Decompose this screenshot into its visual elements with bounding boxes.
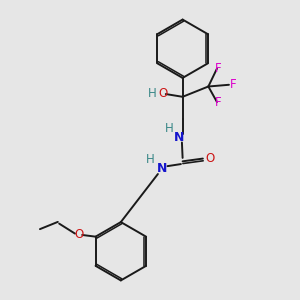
Text: F: F [215, 62, 222, 75]
Text: N: N [174, 131, 184, 144]
Text: O: O [74, 228, 84, 242]
Text: H: H [146, 153, 155, 166]
Text: O: O [206, 152, 215, 165]
Text: F: F [215, 96, 222, 109]
Text: N: N [157, 162, 167, 175]
Text: H: H [164, 122, 173, 135]
Text: O: O [158, 87, 168, 100]
Text: F: F [230, 78, 237, 91]
Text: H: H [148, 87, 157, 100]
